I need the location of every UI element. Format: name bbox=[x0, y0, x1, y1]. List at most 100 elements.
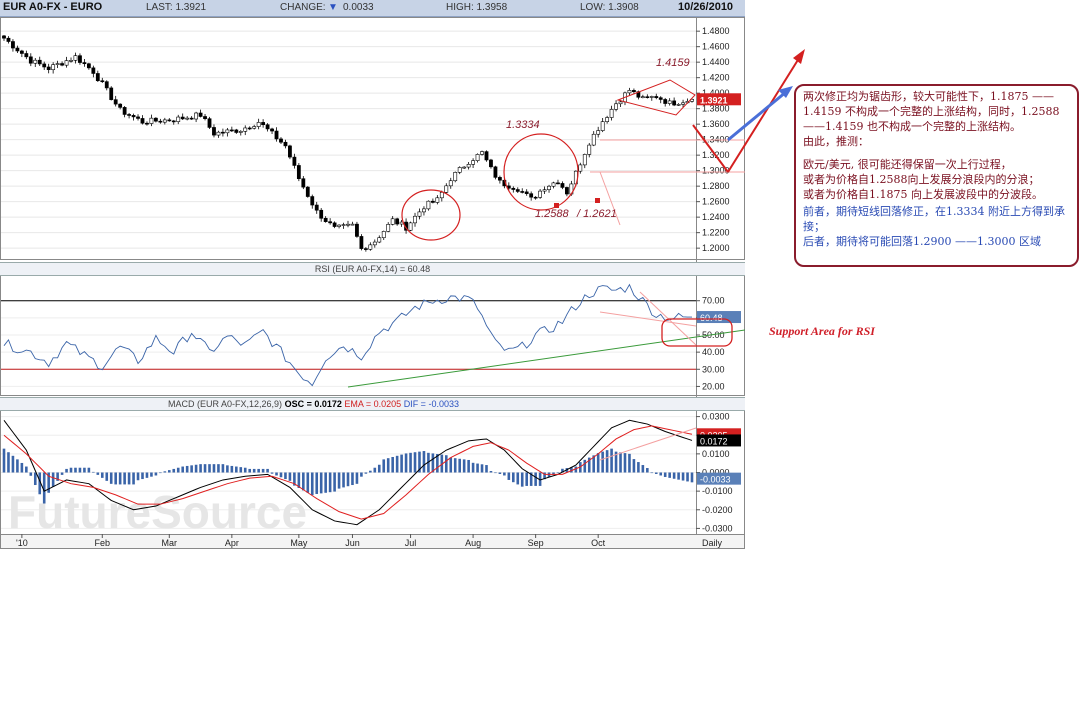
candle bbox=[515, 187, 520, 194]
time-tick-label: Aug bbox=[465, 538, 481, 548]
histogram-bar bbox=[391, 456, 394, 473]
candle bbox=[104, 80, 109, 91]
histogram-bar bbox=[141, 472, 144, 480]
candle bbox=[225, 127, 230, 137]
red-arrowhead-icon bbox=[793, 49, 805, 64]
candle-body bbox=[243, 127, 248, 132]
histogram-bar bbox=[226, 465, 229, 473]
candle bbox=[332, 221, 337, 229]
histogram-bar bbox=[42, 472, 46, 504]
note-para-1: 两次修正均为锯齿形，较大可能性下，1.1875 ——1.4159 不构成一个完整… bbox=[803, 90, 1060, 133]
time-axis: '10 Feb Mar Apr May Jun Jul Aug Sep Oct Daily bbox=[16, 534, 722, 548]
candle bbox=[234, 128, 239, 134]
candle bbox=[462, 166, 467, 169]
histogram-bar bbox=[337, 472, 341, 489]
time-tick-label: Mar bbox=[162, 538, 178, 548]
histogram-bar bbox=[279, 472, 283, 478]
quote-date: 10/26/2010 bbox=[678, 1, 734, 13]
candle-body bbox=[95, 73, 100, 82]
candle-body bbox=[60, 63, 64, 66]
candle bbox=[426, 200, 431, 211]
histogram-bar bbox=[74, 467, 77, 473]
histogram-bar bbox=[654, 472, 658, 474]
time-tick-label: May bbox=[290, 538, 308, 548]
histogram-bar bbox=[552, 472, 555, 475]
candle-body bbox=[323, 217, 328, 222]
candle bbox=[270, 127, 274, 135]
histogram-bar bbox=[592, 455, 596, 473]
candle bbox=[274, 127, 279, 142]
candle bbox=[444, 183, 449, 194]
price-tick-label: 1.3600 bbox=[702, 119, 730, 129]
candle bbox=[323, 216, 328, 223]
histogram-bar bbox=[440, 454, 444, 473]
change-down-icon: ▼ bbox=[328, 2, 338, 13]
candle-body bbox=[82, 62, 87, 65]
histogram-bar bbox=[127, 472, 131, 485]
histogram-bar bbox=[96, 472, 100, 475]
candle bbox=[91, 65, 96, 78]
candle-body bbox=[11, 41, 15, 49]
note-para-2: 由此，推测： bbox=[803, 135, 869, 148]
histogram-bar bbox=[78, 467, 82, 473]
histogram-bar bbox=[529, 472, 533, 486]
candle bbox=[288, 144, 292, 160]
histogram-bar bbox=[360, 472, 363, 477]
candle-body bbox=[605, 117, 610, 122]
candle-body bbox=[372, 241, 377, 246]
histogram-bar bbox=[243, 467, 247, 473]
candle-body bbox=[207, 118, 212, 128]
label-13334: 1.3334 bbox=[506, 119, 540, 131]
candle bbox=[78, 53, 82, 65]
rsi-series bbox=[3, 283, 693, 387]
histogram-bar bbox=[596, 453, 600, 473]
histogram-bar bbox=[109, 472, 113, 484]
candle-body bbox=[359, 236, 364, 249]
candle bbox=[238, 130, 243, 136]
candle bbox=[484, 150, 489, 162]
low-price: LOW: 1.3908 bbox=[580, 2, 639, 13]
candle bbox=[109, 86, 114, 101]
candle-body bbox=[462, 166, 467, 169]
candle bbox=[131, 113, 136, 121]
histogram-bar bbox=[561, 468, 564, 473]
histogram-bar bbox=[328, 472, 332, 493]
note-para-4: 或者为价格自1.2588向上发展分浪段内的分浪； bbox=[803, 173, 1040, 186]
time-axis-bar bbox=[0, 534, 745, 549]
cycle-circle-aug bbox=[503, 133, 579, 211]
histogram-bar bbox=[619, 452, 622, 473]
candle-body bbox=[341, 224, 346, 226]
candle-body bbox=[520, 191, 525, 193]
candle bbox=[207, 116, 212, 129]
candle bbox=[538, 189, 543, 199]
candle-body bbox=[663, 99, 668, 104]
candle bbox=[556, 179, 560, 185]
histogram-bar bbox=[404, 453, 408, 473]
histogram-bar bbox=[25, 466, 28, 473]
macd-dif-tag-label: -0.0033 bbox=[700, 475, 731, 485]
candle-body bbox=[395, 218, 400, 225]
candle bbox=[355, 221, 359, 238]
rsi-title: RSI (EUR A0-FX,14) = 60.48 bbox=[0, 262, 745, 276]
candle bbox=[180, 113, 185, 120]
histogram-bar bbox=[476, 463, 479, 473]
macd-level-line bbox=[599, 427, 697, 461]
candle bbox=[113, 95, 118, 107]
histogram-bar bbox=[449, 457, 453, 473]
candle-body bbox=[582, 154, 587, 166]
histogram-bar bbox=[346, 472, 350, 487]
macd-tick-label: 0.0300 bbox=[702, 412, 730, 422]
candle bbox=[547, 184, 551, 193]
candle bbox=[493, 165, 498, 180]
candle-body bbox=[565, 187, 569, 195]
rsi-level-line-1 bbox=[599, 311, 697, 327]
candle-body bbox=[667, 100, 672, 104]
candle bbox=[122, 106, 127, 118]
candle-body bbox=[185, 117, 190, 120]
histogram-bar bbox=[235, 466, 238, 473]
candle-body bbox=[274, 130, 279, 140]
candle-body bbox=[497, 177, 502, 181]
candle bbox=[667, 98, 672, 106]
histogram-bar bbox=[29, 472, 33, 476]
